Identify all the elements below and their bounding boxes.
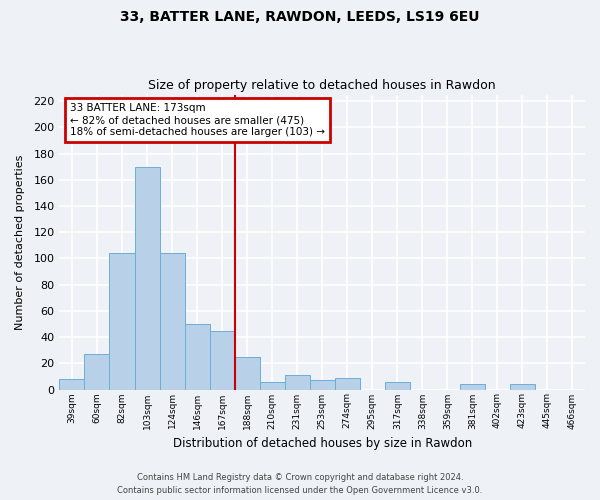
Bar: [460, 384, 485, 390]
Bar: [385, 382, 410, 390]
Bar: [85, 354, 109, 390]
Bar: [109, 253, 134, 390]
X-axis label: Distribution of detached houses by size in Rawdon: Distribution of detached houses by size …: [173, 437, 472, 450]
Y-axis label: Number of detached properties: Number of detached properties: [15, 154, 25, 330]
Text: Contains HM Land Registry data © Crown copyright and database right 2024.
Contai: Contains HM Land Registry data © Crown c…: [118, 474, 482, 495]
Title: Size of property relative to detached houses in Rawdon: Size of property relative to detached ho…: [148, 79, 496, 92]
Bar: [235, 356, 260, 390]
Text: 33, BATTER LANE, RAWDON, LEEDS, LS19 6EU: 33, BATTER LANE, RAWDON, LEEDS, LS19 6EU: [120, 10, 480, 24]
Bar: [160, 253, 185, 390]
Bar: [59, 379, 85, 390]
Bar: [209, 330, 235, 390]
Bar: [260, 382, 284, 390]
Bar: [310, 380, 335, 390]
Bar: [510, 384, 535, 390]
Bar: [185, 324, 209, 390]
Text: 33 BATTER LANE: 173sqm
← 82% of detached houses are smaller (475)
18% of semi-de: 33 BATTER LANE: 173sqm ← 82% of detached…: [70, 104, 325, 136]
Bar: [335, 378, 360, 390]
Bar: [284, 375, 310, 390]
Bar: [134, 166, 160, 390]
